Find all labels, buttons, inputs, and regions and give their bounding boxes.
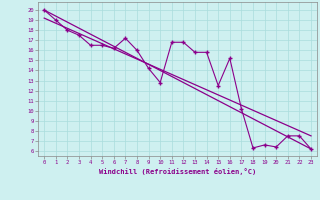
X-axis label: Windchill (Refroidissement éolien,°C): Windchill (Refroidissement éolien,°C) <box>99 168 256 175</box>
